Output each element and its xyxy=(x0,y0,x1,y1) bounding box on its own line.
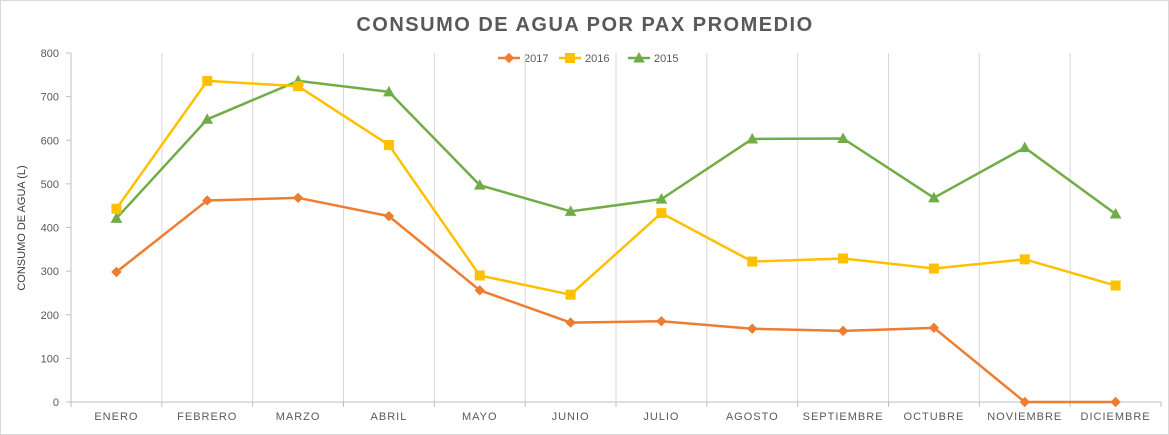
data-point-2017 xyxy=(565,317,576,328)
data-point-2016 xyxy=(111,203,122,214)
y-tick-label: 200 xyxy=(41,310,59,322)
data-point-2015 xyxy=(201,113,214,124)
x-tick-label: SEPTIEMBRE xyxy=(803,411,884,423)
x-tick-label: JULIO xyxy=(643,411,679,423)
data-point-2016 xyxy=(1019,254,1030,265)
data-point-2017 xyxy=(656,316,667,327)
data-point-2015 xyxy=(928,191,940,203)
series-line-2016 xyxy=(115,79,1116,296)
data-point-2016 xyxy=(838,253,849,264)
y-axis-title: CONSUMO DE AGUA (L) xyxy=(16,165,28,290)
y-tick-label: 600 xyxy=(41,135,59,147)
data-point-2017 xyxy=(202,195,213,206)
data-point-2016 xyxy=(474,270,485,281)
series-line-2015 xyxy=(115,79,1117,220)
legend: 2017 2016 2015 xyxy=(498,51,678,65)
data-point-2017 xyxy=(1110,396,1121,408)
data-point-2016 xyxy=(293,81,304,92)
series-2016 xyxy=(111,75,1121,300)
y-tick-label: 700 xyxy=(41,92,59,104)
data-point-2015 xyxy=(473,179,486,190)
data-point-2016 xyxy=(747,256,758,267)
y-tick-label: 400 xyxy=(41,223,59,235)
legend-item-2015: 2015 xyxy=(628,51,678,65)
data-point-2015 xyxy=(1018,141,1031,153)
legend-marker xyxy=(503,52,515,64)
series-2017 xyxy=(111,192,1121,408)
axes: 0 100 200 300 400 500 600 700 800 ENERO FEBRERO MAR… xyxy=(41,48,1162,423)
data-point-2016 xyxy=(565,289,576,300)
legend-item-2016: 2016 xyxy=(559,53,609,65)
x-tick-label: OCTUBRE xyxy=(904,411,965,423)
x-tick-label: NOVIEMBRE xyxy=(987,411,1062,423)
legend-marker xyxy=(633,51,645,63)
data-point-2016 xyxy=(928,263,939,274)
x-tick-label: DICIEMBRE xyxy=(1081,411,1151,423)
gridlines xyxy=(161,53,1071,402)
chart-title: CONSUMO DE AGUA POR PAX PROMEDIO xyxy=(356,14,813,36)
x-tick-label: ABRIL xyxy=(371,411,408,423)
y-tick-label: 0 xyxy=(53,397,59,409)
data-point-2017 xyxy=(928,322,940,334)
y-tick-label: 100 xyxy=(41,353,59,365)
data-point-2015 xyxy=(110,212,123,223)
series-2015 xyxy=(110,74,1122,223)
data-point-2016 xyxy=(383,140,394,151)
data-point-2017 xyxy=(1019,396,1030,408)
data-point-2017 xyxy=(383,210,395,222)
x-tick-label: MARZO xyxy=(276,411,321,423)
data-point-2015 xyxy=(1109,207,1122,219)
data-point-2017 xyxy=(837,325,849,337)
y-tick-label: 500 xyxy=(41,179,59,191)
x-tick-label: JUNIO xyxy=(552,411,590,423)
data-point-2017 xyxy=(111,266,122,278)
data-point-2017 xyxy=(747,323,758,334)
x-tick-label: ENERO xyxy=(94,411,138,423)
x-tick-label: FEBRERO xyxy=(177,411,237,423)
legend-label: 2017 xyxy=(524,53,548,65)
data-point-2017 xyxy=(292,192,304,204)
data-point-2015 xyxy=(655,193,668,204)
series-line-2017 xyxy=(115,196,1116,404)
data-point-2015 xyxy=(746,132,759,144)
data-point-2015 xyxy=(837,132,849,144)
x-tick-label: AGOSTO xyxy=(726,411,779,423)
series-lines xyxy=(110,74,1122,408)
legend-item-2017: 2017 xyxy=(498,52,548,65)
data-point-2016 xyxy=(656,208,667,219)
data-point-2015 xyxy=(564,205,577,216)
data-point-2017 xyxy=(474,285,485,296)
data-point-2016 xyxy=(1110,280,1121,291)
data-point-2016 xyxy=(202,75,213,86)
x-tick-label: MAYO xyxy=(462,411,498,423)
data-point-2015 xyxy=(383,85,395,97)
legend-marker xyxy=(565,53,575,63)
legend-label: 2016 xyxy=(585,53,609,65)
y-tick-label: 800 xyxy=(41,48,59,60)
legend-label: 2015 xyxy=(654,53,678,65)
y-tick-label: 300 xyxy=(41,266,59,278)
